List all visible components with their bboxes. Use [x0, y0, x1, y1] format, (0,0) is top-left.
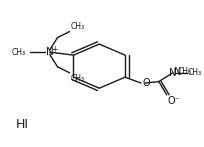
Text: CH₃: CH₃ — [178, 67, 192, 76]
Text: N: N — [169, 68, 176, 78]
Text: +: + — [51, 45, 57, 54]
Text: HI: HI — [16, 118, 29, 131]
Text: O: O — [143, 78, 151, 88]
Text: N: N — [174, 67, 181, 77]
Text: CH₃: CH₃ — [188, 68, 202, 77]
Text: O⁻: O⁻ — [168, 96, 181, 106]
Text: CH₃: CH₃ — [12, 48, 26, 57]
Text: N: N — [46, 47, 53, 57]
Text: CH₃: CH₃ — [71, 74, 85, 82]
Text: CH₃: CH₃ — [71, 22, 85, 31]
